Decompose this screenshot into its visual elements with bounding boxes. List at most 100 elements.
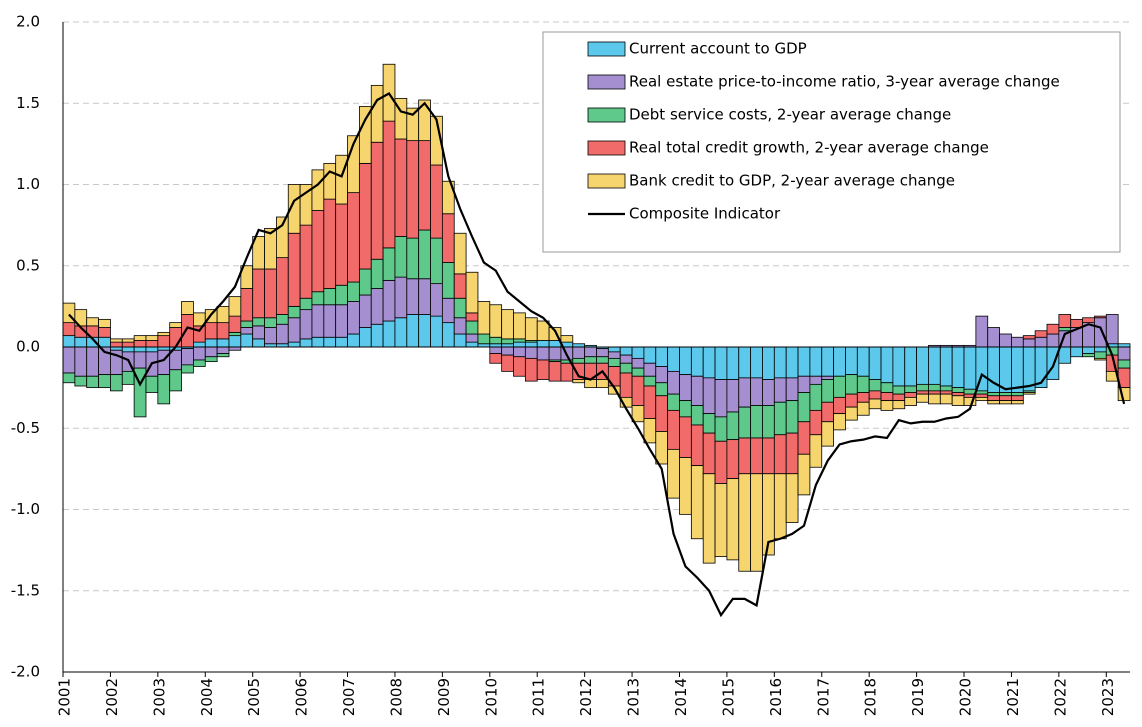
bar xyxy=(845,346,858,376)
bar xyxy=(904,346,918,387)
bar xyxy=(133,346,147,353)
bar xyxy=(809,346,823,377)
bar xyxy=(702,413,716,434)
x-tick-label: 2020 xyxy=(957,678,975,716)
bar xyxy=(204,346,218,358)
x-tick-label: 2022 xyxy=(1051,678,1069,716)
bar xyxy=(1011,392,1024,397)
bar xyxy=(821,401,835,423)
bar xyxy=(465,320,479,335)
bar xyxy=(181,301,194,315)
x-tick-label: 2005 xyxy=(245,678,263,716)
bar xyxy=(228,335,242,348)
bar xyxy=(762,379,775,406)
bar xyxy=(252,325,265,340)
bar xyxy=(726,379,740,413)
bar xyxy=(441,213,455,263)
bar xyxy=(738,473,752,572)
bar xyxy=(939,385,953,392)
bar xyxy=(951,346,965,389)
bar xyxy=(999,395,1012,402)
bar xyxy=(453,297,467,319)
bar xyxy=(679,416,692,458)
bar xyxy=(394,138,408,237)
bar xyxy=(785,346,799,379)
bar xyxy=(1046,323,1060,335)
bar xyxy=(572,379,586,384)
bar xyxy=(1094,351,1107,359)
bar xyxy=(86,317,99,327)
bar xyxy=(1105,314,1119,345)
bar xyxy=(275,257,289,315)
bar xyxy=(536,346,550,361)
x-tick-label: 2019 xyxy=(909,678,927,716)
bar xyxy=(975,390,989,395)
bar xyxy=(216,338,230,348)
bar xyxy=(430,115,443,166)
bar xyxy=(358,327,372,348)
bar xyxy=(821,346,835,377)
bar xyxy=(311,336,325,348)
y-tick-label: 0.0 xyxy=(16,338,40,356)
bar xyxy=(370,84,384,143)
bar xyxy=(975,315,989,348)
bar xyxy=(513,338,526,343)
bar xyxy=(264,268,277,319)
bar xyxy=(738,346,752,379)
bar xyxy=(193,359,206,367)
bar xyxy=(347,301,360,335)
legend-swatch xyxy=(587,173,626,189)
bar xyxy=(513,346,526,358)
bar xyxy=(536,340,550,348)
bar xyxy=(856,392,870,403)
bar xyxy=(987,327,1000,348)
bar xyxy=(358,294,372,328)
bar xyxy=(501,338,514,345)
bar xyxy=(584,346,597,358)
bar xyxy=(797,375,811,393)
bar xyxy=(1094,317,1107,348)
bar xyxy=(987,392,1000,397)
bar xyxy=(1034,336,1048,348)
bar xyxy=(441,297,455,324)
legend-label: Real estate price-to-income ratio, 3-yea… xyxy=(629,73,1060,91)
bar xyxy=(145,375,159,393)
bar xyxy=(524,346,538,359)
bar xyxy=(548,361,562,382)
bar xyxy=(1034,330,1048,338)
bar xyxy=(406,314,420,348)
bar xyxy=(181,348,194,366)
bar xyxy=(489,336,503,345)
bar xyxy=(382,247,396,281)
bar xyxy=(643,362,657,377)
legend-label: Bank credit to GDP, 2-year average chang… xyxy=(629,172,955,190)
bar xyxy=(655,382,669,397)
bar xyxy=(311,169,325,211)
bar xyxy=(880,382,894,393)
bar xyxy=(86,346,99,377)
x-tick-label: 2010 xyxy=(482,678,500,716)
bar xyxy=(892,400,906,410)
bar xyxy=(916,383,929,392)
bar xyxy=(939,390,953,395)
bar xyxy=(347,281,360,302)
bar xyxy=(133,340,147,348)
bar xyxy=(98,327,111,338)
bar xyxy=(868,390,882,400)
x-tick-label: 2008 xyxy=(387,678,405,716)
bar xyxy=(477,333,491,345)
bar xyxy=(145,340,159,348)
bar xyxy=(833,375,846,398)
x-tick-label: 2001 xyxy=(56,678,74,716)
bar xyxy=(536,359,550,380)
bar xyxy=(916,346,929,385)
bar xyxy=(1094,315,1107,319)
bar xyxy=(406,140,420,239)
bar xyxy=(773,401,787,436)
y-tick-label: 2.0 xyxy=(16,13,40,31)
bar xyxy=(773,434,787,475)
bar xyxy=(110,338,123,343)
y-tick-label: 0.5 xyxy=(16,256,40,274)
bar xyxy=(74,346,88,377)
bar xyxy=(335,203,348,286)
